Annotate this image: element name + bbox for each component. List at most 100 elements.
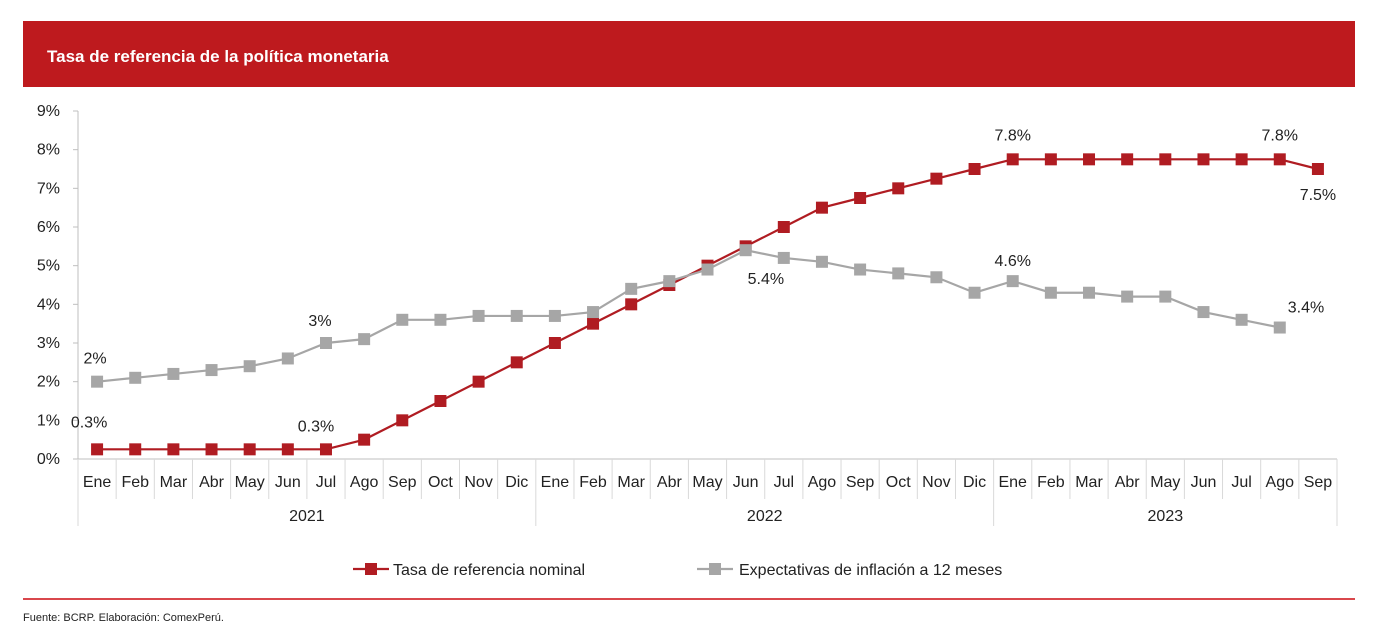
x-tick-label: Abr (199, 474, 225, 491)
x-tick-label: May (1150, 474, 1180, 491)
expectativas-marker (854, 263, 867, 276)
expectativas-marker (625, 282, 638, 295)
expectativas-marker (129, 371, 142, 384)
tasa-referencia-marker (243, 443, 256, 456)
expectativas-marker (1083, 286, 1096, 299)
tasa-referencia-marker (1044, 153, 1057, 166)
tasa-referencia-marker (1121, 153, 1134, 166)
tasa-referencia-marker (1006, 153, 1019, 166)
x-tick-label: Oct (428, 474, 453, 491)
expectativas-marker (892, 267, 905, 280)
x-tick-label: Mar (160, 474, 188, 491)
expectativas-marker (701, 263, 714, 276)
y-tick-label: 6% (37, 219, 60, 236)
x-tick-label: Jul (1231, 474, 1251, 491)
legend-marker-swatch (365, 563, 377, 575)
data-label: 7.8% (1262, 127, 1298, 144)
x-tick-label: Mar (617, 474, 645, 491)
expectativas-marker (930, 271, 943, 284)
footer-divider (23, 598, 1355, 600)
data-label: 4.6% (994, 253, 1030, 270)
x-tick-label: Sep (846, 474, 875, 491)
expectativas-marker (1044, 286, 1057, 299)
data-label: 0.3% (298, 418, 334, 435)
chart-title-banner: Tasa de referencia de la política moneta… (23, 21, 1355, 87)
data-label: 3.4% (1288, 300, 1324, 317)
tasa-referencia-marker (167, 443, 180, 456)
expectativas-marker (319, 337, 332, 349)
data-label: 7.8% (994, 127, 1030, 144)
y-tick-label: 3% (37, 335, 60, 352)
year-label: 2023 (1148, 508, 1184, 525)
expectativas-marker (815, 255, 828, 268)
expectativas-marker (548, 309, 561, 322)
year-label: 2022 (747, 508, 783, 525)
expectativas-marker (243, 360, 256, 373)
x-tick-label: Feb (1037, 474, 1065, 491)
x-tick-label: Jul (774, 474, 794, 491)
tasa-referencia-marker (281, 443, 294, 456)
expectativas-marker (1006, 275, 1019, 288)
legend-label: Expectativas de inflación a 12 meses (739, 562, 1002, 579)
x-tick-label: May (692, 474, 722, 491)
legend-label: Tasa de referencia nominal (393, 562, 585, 579)
expectativas-marker (205, 364, 218, 377)
expectativas-marker (510, 309, 523, 322)
data-label: 5.4% (748, 271, 784, 288)
tasa-referencia-marker (1235, 153, 1248, 166)
tasa-referencia-marker (396, 414, 409, 427)
tasa-referencia-marker (930, 172, 943, 185)
tasa-referencia-marker (587, 317, 600, 330)
tasa-referencia-marker (777, 221, 790, 233)
x-tick-label: Abr (657, 474, 683, 491)
tasa-referencia-marker (625, 298, 638, 311)
y-tick-label: 9% (37, 103, 60, 120)
tasa-referencia-marker (815, 201, 828, 214)
expectativas-marker (587, 306, 600, 319)
tasa-referencia-marker (205, 443, 218, 456)
data-label: 3% (308, 313, 331, 330)
x-tick-label: Nov (464, 474, 492, 491)
x-tick-label: Ene (998, 474, 1027, 491)
x-tick-label: Dic (505, 474, 528, 491)
expectativas-marker (472, 309, 485, 322)
tasa-referencia-marker (1311, 163, 1324, 175)
tasa-referencia-marker (510, 356, 523, 369)
x-tick-label: Sep (388, 474, 417, 491)
series-line-expectativas-inflacion (96, 249, 1280, 383)
x-tick-label: Mar (1075, 474, 1103, 491)
expectativas-marker (434, 313, 447, 326)
expectativas-marker (1273, 321, 1286, 334)
series-line-tasa-referencia (97, 158, 1319, 451)
y-tick-label: 2% (37, 374, 60, 391)
expectativas-marker (358, 333, 371, 346)
y-tick-label: 1% (37, 412, 60, 429)
tasa-referencia-marker (1197, 153, 1210, 166)
y-tick-label: 4% (37, 296, 60, 313)
x-tick-label: Abr (1115, 474, 1141, 491)
x-tick-label: Jun (275, 474, 301, 491)
tasa-referencia-marker (472, 375, 485, 388)
tasa-referencia-marker (91, 443, 104, 456)
x-tick-label: Ago (808, 474, 837, 491)
chart-title: Tasa de referencia de la política moneta… (47, 47, 389, 66)
expectativas-marker (91, 375, 104, 388)
tasa-referencia-marker (434, 395, 447, 407)
line-chart: 0% 1% 2% 3% 4% 5% 6% 7% 8% 9% Ene Feb Mar Abr May Jun Ju… (37, 103, 1338, 579)
year-label: 2021 (289, 508, 325, 525)
expectativas-marker (281, 352, 294, 365)
tasa-referencia-marker (548, 337, 561, 349)
expectativas-marker (1235, 313, 1248, 326)
source-note: Fuente: BCRP. Elaboración: ComexPerú. (23, 612, 224, 624)
tasa-referencia-marker (1083, 153, 1096, 166)
x-tick-label: Feb (579, 474, 607, 491)
x-tick-label: Ene (541, 474, 570, 491)
x-tick-label: Oct (886, 474, 911, 491)
legend-marker-swatch (709, 563, 721, 575)
tasa-referencia-marker (319, 443, 332, 456)
expectativas-marker (968, 286, 981, 299)
expectativas-marker (396, 313, 409, 326)
y-tick-label: 7% (37, 180, 60, 197)
tasa-referencia-marker (1159, 153, 1172, 166)
x-tick-label: Ene (83, 474, 112, 491)
